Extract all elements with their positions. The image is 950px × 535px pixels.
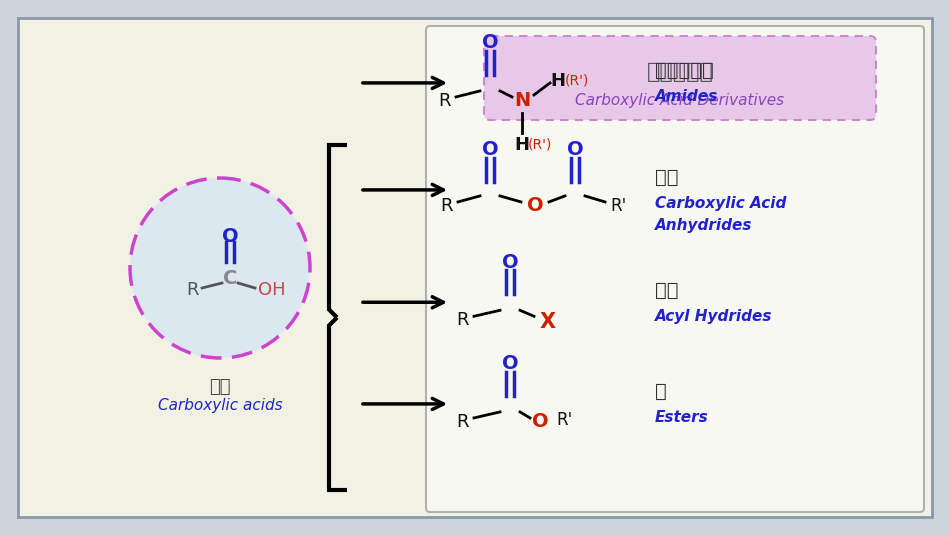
Text: X: X — [540, 312, 556, 332]
Text: H: H — [550, 72, 565, 90]
Text: O: O — [502, 354, 519, 373]
Text: Amides: Amides — [655, 89, 718, 104]
Text: R': R' — [556, 411, 572, 429]
Text: O: O — [502, 253, 519, 272]
Text: H: H — [515, 136, 529, 154]
Text: 酰氨（胺）: 酰氨（胺） — [655, 62, 713, 80]
Text: C: C — [223, 269, 238, 287]
Text: O: O — [482, 140, 499, 159]
Text: O: O — [567, 140, 583, 159]
FancyBboxPatch shape — [426, 26, 924, 512]
Text: 酸遣: 酸遣 — [655, 169, 678, 187]
Text: R: R — [456, 413, 468, 431]
Text: R: R — [440, 197, 452, 215]
FancyBboxPatch shape — [484, 36, 876, 120]
Text: 酯: 酯 — [655, 383, 667, 401]
Text: O: O — [482, 33, 499, 52]
Text: Carboxylic Acid Derivatives: Carboxylic Acid Derivatives — [576, 93, 785, 108]
Text: Anhydrides: Anhydrides — [655, 218, 752, 233]
Text: 罧酸: 罧酸 — [209, 378, 231, 396]
Text: 酰孤: 酰孤 — [655, 281, 678, 300]
Text: Acyl Hydrides: Acyl Hydrides — [655, 309, 772, 324]
Text: (R'): (R') — [528, 138, 552, 152]
Text: Carboxylic acids: Carboxylic acids — [158, 398, 282, 413]
Text: O: O — [526, 196, 543, 216]
Circle shape — [130, 178, 310, 358]
Text: OH: OH — [258, 281, 286, 299]
FancyBboxPatch shape — [18, 18, 932, 517]
Text: R: R — [186, 281, 199, 299]
Text: Carboxylic Acid: Carboxylic Acid — [655, 196, 787, 211]
Text: R': R' — [611, 197, 627, 215]
Text: N: N — [514, 91, 530, 110]
Text: (R'): (R') — [565, 74, 589, 88]
Text: R: R — [438, 92, 450, 110]
Text: 罧酸衍生物: 罧酸衍生物 — [647, 62, 713, 82]
Text: O: O — [221, 226, 238, 246]
Text: R: R — [456, 311, 468, 329]
Text: Esters: Esters — [655, 410, 709, 425]
Text: O: O — [532, 412, 548, 431]
